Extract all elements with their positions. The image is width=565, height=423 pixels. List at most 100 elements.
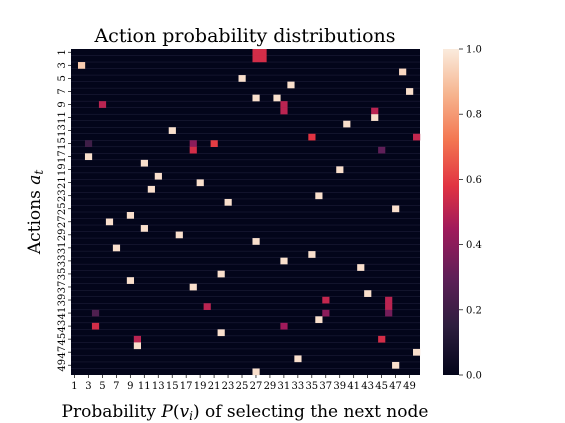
- heatmap-cell: [385, 296, 393, 304]
- x-axis-ticks: 1 3 5 7 9 11 13 15 17 19 21 23 25 27 29 31 33 35 37 39 41 43 4…: [71, 375, 416, 392]
- heatmap-cell: [378, 335, 386, 343]
- x-tick-label: 31: [278, 381, 291, 392]
- heatmap-cell: [224, 198, 232, 206]
- colorbar-ticks: 0.0 0.2 0.4 0.6 0.8 1.0: [459, 45, 482, 382]
- heatmap-cell: [217, 270, 225, 278]
- x-tick-label: 35: [305, 381, 318, 392]
- heatmap-cell: [140, 159, 148, 167]
- y-axis-ticks: 1357911131517192123252729313335373941434…: [57, 49, 71, 372]
- x-tick-label: 19: [194, 381, 207, 392]
- heatmap-cell: [371, 107, 379, 115]
- heatmap-cell: [91, 322, 100, 330]
- heatmap-cell: [168, 127, 176, 134]
- heatmap-cell: [343, 120, 351, 128]
- heatmap-cell: [252, 55, 260, 63]
- x-tick-label: 5: [99, 381, 105, 392]
- x-tick-label: 29: [264, 381, 277, 392]
- x-tick-label: 23: [222, 381, 235, 392]
- y-tick-label: 43: [57, 320, 68, 333]
- y-tick-label: 23: [57, 189, 68, 202]
- heatmap-cell: [280, 322, 288, 330]
- heatmap-cell: [385, 309, 393, 317]
- heatmap-cell: [77, 62, 86, 69]
- heatmap-cell: [112, 244, 121, 252]
- heatmap-cell: [84, 140, 93, 147]
- x-tick-label: 11: [138, 381, 151, 392]
- y-tick-label: 27: [57, 215, 68, 228]
- y-tick-label: 47: [57, 346, 68, 359]
- x-tick-label: 3: [85, 381, 91, 392]
- heatmap-cell: [147, 185, 155, 193]
- heatmap-cells: [77, 49, 421, 376]
- x-tick-label: 7: [113, 381, 119, 392]
- heatmap-cell: [322, 309, 330, 317]
- colorbar-tick-label: 0.0: [466, 371, 482, 382]
- x-tick-label: 15: [166, 381, 179, 392]
- heatmap-cell: [357, 264, 365, 271]
- heatmap-cell: [399, 68, 407, 76]
- colorbar-tick-label: 0.4: [466, 240, 482, 251]
- y-tick-label: 29: [57, 228, 68, 241]
- heatmap-cell: [280, 107, 288, 115]
- heatmap-cell: [175, 231, 183, 239]
- heatmap-cell: [210, 140, 218, 147]
- heatmap-cell: [308, 251, 316, 258]
- y-tick-label: 37: [57, 281, 68, 294]
- heatmap-cell: [252, 368, 260, 376]
- heatmap-cell: [84, 153, 93, 161]
- x-tick-label: 13: [152, 381, 165, 392]
- heatmap-cell: [252, 49, 260, 56]
- heatmap-cell: [287, 81, 295, 89]
- heatmap-cell: [280, 101, 288, 108]
- heatmap-cell: [413, 348, 421, 356]
- heatmap-cell: [273, 94, 281, 102]
- x-tick-label: 33: [291, 381, 304, 392]
- colorbar-tick-label: 1.0: [466, 45, 482, 56]
- heatmap-cell: [98, 101, 107, 108]
- heatmap-cell: [308, 133, 316, 141]
- x-axis-label: Probability P(vi) of selecting the next …: [62, 402, 429, 423]
- x-tick-label: 43: [361, 381, 374, 392]
- x-tick-label: 27: [250, 381, 263, 392]
- y-tick-label: 41: [57, 307, 68, 320]
- y-tick-label: 15: [57, 137, 68, 150]
- heatmap-cell: [315, 316, 323, 324]
- y-tick-label: 49: [57, 359, 68, 372]
- x-tick-label: 1: [71, 381, 77, 392]
- heatmap-cell: [238, 75, 246, 82]
- y-tick-label: 1: [57, 49, 68, 55]
- colorbar-tick-label: 0.2: [466, 305, 482, 316]
- row-gridlines: [71, 55, 420, 369]
- y-tick-label: 39: [57, 294, 68, 307]
- y-tick-label: 21: [57, 176, 68, 189]
- heatmap-cell: [259, 55, 267, 63]
- heatmap-cell: [252, 238, 260, 245]
- heatmap-cell: [294, 355, 302, 363]
- colorbar-tick-label: 0.6: [466, 175, 482, 186]
- heatmap-cell: [322, 296, 330, 304]
- y-tick-label: 13: [57, 124, 68, 137]
- x-tick-label: 39: [333, 381, 346, 392]
- y-tick-label: 31: [57, 241, 68, 254]
- heatmap-cell: [406, 88, 414, 95]
- x-tick-label: 25: [236, 381, 249, 392]
- x-tick-label: 21: [208, 381, 221, 392]
- colorbar-tick-label: 0.8: [466, 110, 482, 121]
- y-tick-label: 7: [57, 88, 68, 94]
- y-tick-label: 33: [57, 255, 68, 268]
- heatmap-cell: [189, 146, 197, 154]
- heatmap-cell: [364, 290, 372, 297]
- y-tick-label: 35: [57, 268, 68, 281]
- heatmap-cell: [91, 309, 100, 317]
- heatmap-cell: [280, 257, 288, 265]
- y-tick-label: 5: [57, 75, 68, 81]
- heatmap-cell: [154, 172, 162, 180]
- x-tick-label: 37: [319, 381, 332, 392]
- x-tick-label: 47: [389, 381, 402, 392]
- heatmap-cell: [392, 361, 400, 369]
- heatmap-cell: [105, 218, 114, 226]
- heatmap-cell: [315, 192, 323, 200]
- y-tick-label: 9: [57, 101, 68, 107]
- y-tick-label: 3: [57, 62, 68, 68]
